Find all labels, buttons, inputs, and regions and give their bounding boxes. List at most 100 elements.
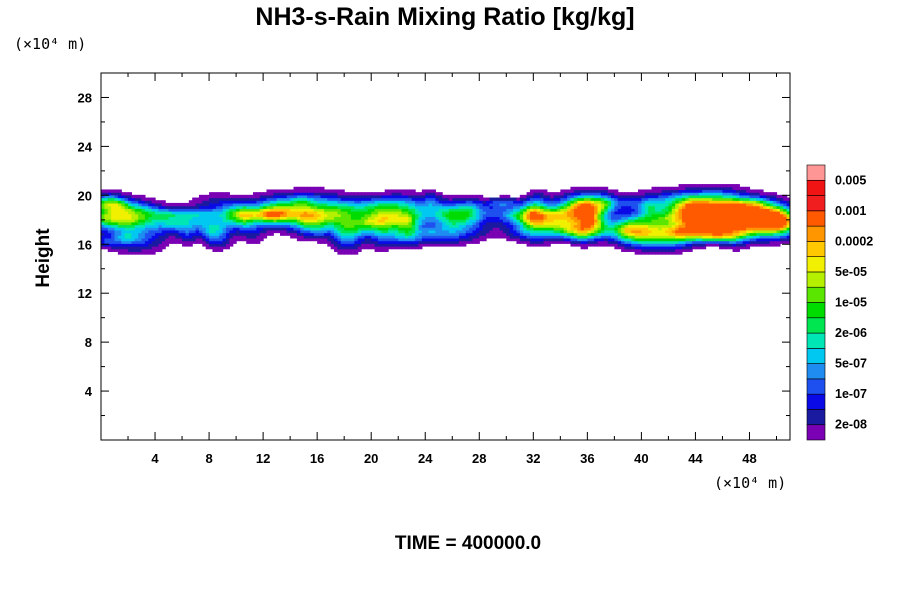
field-cell (111, 192, 116, 196)
field-cell (117, 232, 122, 236)
field-cell (516, 229, 521, 234)
field-cell (499, 232, 504, 236)
field-cell (668, 248, 673, 252)
field-cell (290, 197, 295, 201)
field-cell (746, 229, 751, 234)
field-cell (421, 200, 426, 204)
field-cell (617, 237, 622, 242)
field-cell (644, 227, 649, 231)
field-cell (749, 192, 754, 196)
field-cell (381, 227, 386, 231)
field-cell (384, 235, 389, 239)
field-cell (681, 240, 686, 244)
field-cell (513, 229, 518, 234)
field-cell (523, 235, 528, 239)
field-cell (388, 243, 393, 247)
field-cell (465, 210, 470, 215)
field-cell (624, 245, 629, 250)
field-cell (391, 210, 396, 215)
field-cell (293, 229, 298, 234)
field-cell (577, 208, 582, 212)
field-cell (327, 243, 332, 247)
field-cell (678, 227, 683, 231)
field-cell (452, 224, 457, 228)
field-cell (344, 232, 349, 236)
field-cell (685, 189, 690, 193)
field-cell (222, 224, 227, 228)
field-cell (327, 235, 332, 239)
field-cell (131, 221, 136, 226)
field-cell (735, 221, 740, 226)
field-cell (651, 216, 656, 220)
field-cell (418, 202, 423, 207)
field-cell (219, 216, 224, 220)
field-cell (631, 210, 636, 215)
field-cell (445, 210, 450, 215)
field-cell (350, 229, 355, 234)
field-cell (300, 224, 305, 228)
field-cell (641, 227, 646, 231)
field-cell (438, 243, 443, 247)
field-cell (107, 197, 112, 201)
field-cell (773, 243, 778, 247)
field-cell (408, 243, 413, 247)
field-cell (580, 240, 585, 244)
field-cell (638, 229, 642, 234)
field-cell (182, 213, 187, 217)
field-cell (540, 208, 545, 212)
field-cell (526, 197, 531, 201)
field-cell (280, 192, 284, 196)
field-cell (455, 194, 460, 199)
field-cell (175, 205, 180, 209)
field-cell (773, 213, 778, 217)
field-cell (435, 224, 440, 228)
field-cell (381, 197, 386, 201)
field-cell (192, 205, 197, 209)
field-cell (786, 202, 790, 207)
field-cell (239, 219, 244, 223)
field-cell (698, 232, 703, 236)
field-cell (175, 221, 180, 226)
field-cell (627, 202, 632, 207)
field-cell (668, 221, 673, 226)
field-cell (384, 192, 389, 196)
field-cell (681, 184, 686, 188)
field-cell (357, 219, 362, 223)
field-cell (121, 224, 126, 228)
field-cell (516, 237, 521, 242)
field-cell (303, 219, 308, 223)
field-cell (337, 200, 342, 204)
field-cell (128, 197, 132, 201)
field-cell (425, 210, 430, 215)
field-cell (283, 219, 288, 223)
field-cell (607, 237, 612, 242)
field-cell (273, 221, 278, 226)
field-cell (513, 213, 518, 217)
field-cell (540, 210, 545, 215)
field-cell (421, 194, 426, 199)
field-cell (239, 200, 244, 204)
field-cell (114, 202, 119, 207)
field-cell (577, 237, 582, 242)
field-cell (124, 216, 129, 220)
field-cell (421, 240, 426, 244)
field-cell (215, 194, 220, 199)
field-cell (388, 240, 393, 244)
field-cell (273, 213, 278, 217)
field-cell (107, 202, 112, 207)
field-cell (472, 200, 477, 204)
field-cell (638, 237, 642, 242)
field-cell (762, 221, 767, 226)
field-cell (712, 200, 717, 204)
field-cell (651, 186, 656, 191)
field-cell (313, 202, 318, 207)
field-cell (192, 210, 197, 215)
field-cell (651, 192, 656, 196)
field-cell (205, 237, 210, 242)
field-cell (134, 205, 139, 209)
field-cell (509, 219, 514, 223)
field-cell (357, 202, 362, 207)
field-cell (384, 248, 389, 252)
field-cell (249, 229, 254, 234)
field-cell (489, 202, 494, 207)
